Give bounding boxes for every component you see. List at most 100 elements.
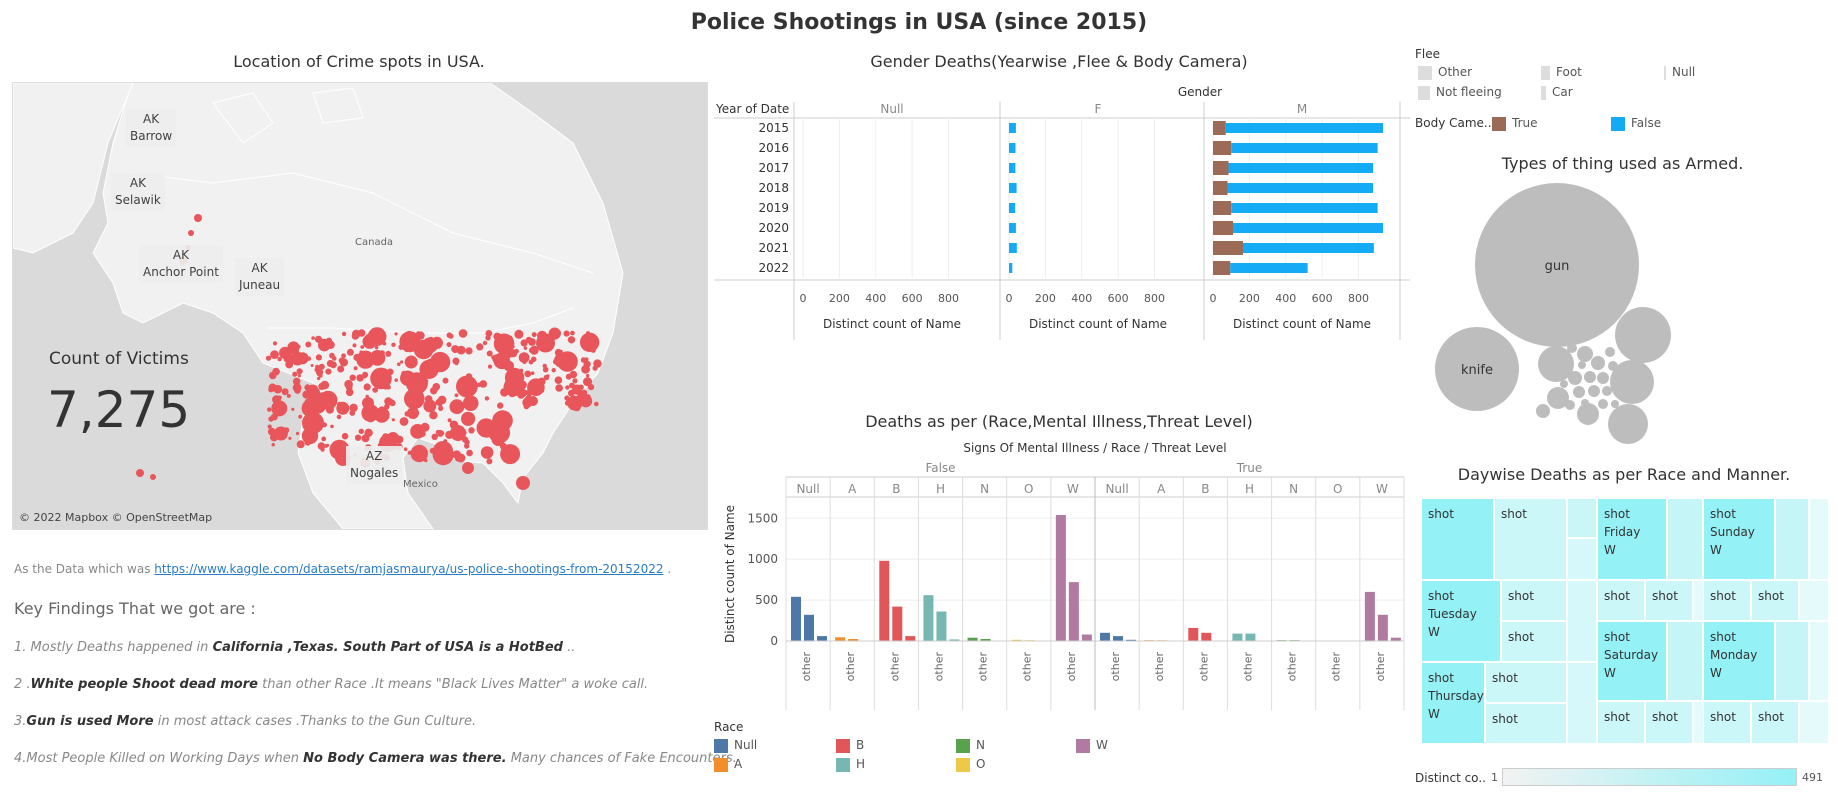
victim-dot[interactable] <box>307 434 311 439</box>
bodycam-legend-true[interactable]: True <box>1492 116 1538 131</box>
victim-dot[interactable] <box>321 436 327 442</box>
bar-true-2015[interactable] <box>1213 121 1226 135</box>
victim-dot[interactable] <box>581 340 588 346</box>
victim-dot[interactable] <box>406 330 413 337</box>
victim-dot[interactable] <box>311 336 315 340</box>
bubble-item[interactable] <box>1610 360 1654 404</box>
victim-dot[interactable] <box>317 376 321 381</box>
treemap-cell[interactable]: shot <box>1645 701 1693 744</box>
victim-dot[interactable] <box>318 373 323 378</box>
bar-false-2016[interactable] <box>1231 143 1378 153</box>
bar-False-H[interactable] <box>949 639 960 641</box>
victim-dot[interactable] <box>528 396 538 406</box>
victim-dot[interactable] <box>272 367 280 376</box>
bubble-item[interactable] <box>1536 404 1550 418</box>
victim-dot[interactable] <box>324 339 333 348</box>
victim-dot[interactable] <box>569 382 575 389</box>
victim-dot[interactable] <box>310 364 314 367</box>
victim-dot[interactable] <box>522 353 528 359</box>
victim-dot[interactable] <box>484 396 490 401</box>
victim-dot[interactable] <box>454 453 463 462</box>
bar-true-2020[interactable] <box>1213 221 1233 235</box>
victim-dot[interactable] <box>292 371 298 377</box>
bubble-item[interactable] <box>1538 346 1574 382</box>
victim-dot[interactable] <box>451 345 460 354</box>
treemap-cell[interactable]: shot Tuesday W <box>1421 580 1501 662</box>
race-legend-h[interactable]: H <box>836 757 865 772</box>
victim-dot[interactable] <box>325 368 332 375</box>
treemap-cell[interactable] <box>1667 621 1703 701</box>
victim-dot[interactable] <box>557 351 578 372</box>
treemap-cell[interactable] <box>1799 701 1829 744</box>
treemap-cell[interactable] <box>1775 621 1809 701</box>
bar-true-2022[interactable] <box>1213 261 1231 275</box>
bar-female-2019[interactable] <box>1009 203 1016 213</box>
bar-True-H[interactable] <box>1245 633 1256 641</box>
victim-dot[interactable] <box>353 353 361 361</box>
victim-dot[interactable] <box>581 364 590 374</box>
victim-dot[interactable] <box>318 382 326 390</box>
treemap-cell[interactable]: shot <box>1645 580 1693 621</box>
victim-dot[interactable] <box>295 431 300 436</box>
victim-dot[interactable] <box>462 395 479 412</box>
victim-dot[interactable] <box>517 391 525 399</box>
victim-dot[interactable] <box>296 440 305 449</box>
bubble-item[interactable] <box>1611 400 1619 408</box>
victim-dot[interactable] <box>325 405 334 414</box>
treemap-cell[interactable]: shot <box>1501 621 1567 662</box>
victim-dot[interactable] <box>518 382 526 390</box>
victim-dot[interactable] <box>286 393 291 398</box>
victim-dot[interactable] <box>352 343 357 348</box>
victim-dot[interactable] <box>514 329 524 339</box>
treemap-cell[interactable]: shot <box>1501 580 1567 621</box>
victim-dot[interactable] <box>292 383 302 393</box>
bar-False-B[interactable] <box>905 636 916 641</box>
bar-female-2020[interactable] <box>1009 223 1016 233</box>
bubble-item[interactable] <box>1565 400 1575 410</box>
victim-dot[interactable] <box>277 356 282 362</box>
victim-dot[interactable] <box>531 332 537 338</box>
victim-dot[interactable] <box>523 346 528 350</box>
victim-dot[interactable] <box>416 403 421 407</box>
victim-dot[interactable] <box>384 397 393 406</box>
victim-dot[interactable] <box>594 401 599 407</box>
victim-dot[interactable] <box>530 371 535 376</box>
victim-dot[interactable] <box>584 334 594 344</box>
race-legend-null[interactable]: Null <box>714 738 757 753</box>
treemap-cell[interactable] <box>1567 538 1597 580</box>
victim-dot[interactable] <box>548 327 561 340</box>
victim-dot[interactable] <box>331 356 337 361</box>
bubble-item[interactable] <box>1584 371 1596 383</box>
victim-dot[interactable] <box>404 355 418 369</box>
bar-true-2021[interactable] <box>1213 241 1243 255</box>
victim-dot[interactable] <box>551 368 556 373</box>
victim-dot[interactable] <box>374 407 390 423</box>
victim-dot[interactable] <box>413 395 419 402</box>
victim-dot[interactable] <box>378 406 386 415</box>
victim-dot[interactable] <box>298 414 303 419</box>
victim-dot[interactable] <box>493 352 511 370</box>
victim-dot[interactable] <box>281 388 289 396</box>
victim-dot[interactable] <box>336 446 341 451</box>
victim-dot[interactable] <box>297 345 301 349</box>
victim-dot[interactable] <box>384 403 390 410</box>
victim-dot[interactable] <box>341 353 346 359</box>
race-legend-a[interactable]: A <box>714 757 742 772</box>
victim-dot[interactable] <box>500 388 509 397</box>
victim-dot[interactable] <box>330 424 334 429</box>
treemap-cell[interactable] <box>1567 580 1597 662</box>
victim-dot[interactable] <box>432 383 441 391</box>
victim-dot[interactable] <box>349 374 356 381</box>
victim-dot[interactable] <box>487 364 493 369</box>
bar-False-O[interactable] <box>1011 639 1022 641</box>
victim-dot[interactable] <box>423 399 437 413</box>
treemap-cell[interactable]: shot <box>1751 701 1799 744</box>
victim-dot[interactable] <box>466 449 473 457</box>
victim-dot[interactable] <box>291 407 295 411</box>
victim-dot[interactable] <box>304 439 311 446</box>
victim-dot[interactable] <box>267 407 272 412</box>
treemap-cell[interactable]: shot Saturday W <box>1597 621 1667 701</box>
treemap-cell[interactable]: shot <box>1703 580 1751 621</box>
victim-dot[interactable] <box>442 377 449 384</box>
victim-dot[interactable] <box>477 382 482 388</box>
